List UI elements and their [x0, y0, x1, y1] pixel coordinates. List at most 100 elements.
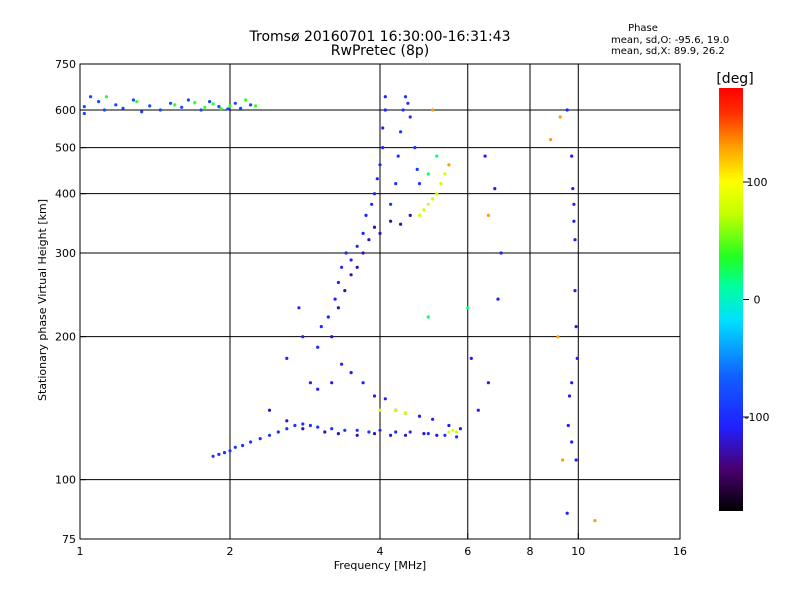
- data-point: [413, 146, 417, 150]
- data-point: [228, 104, 232, 108]
- data-point: [426, 432, 430, 436]
- data-point: [565, 108, 569, 112]
- data-point: [301, 335, 305, 339]
- phase-stats-x: mean, sd,X: 89.9, 26.2: [611, 46, 725, 57]
- data-point: [158, 108, 162, 112]
- data-point: [319, 325, 323, 329]
- data-point: [102, 108, 107, 112]
- data-point: [285, 419, 289, 423]
- data-point: [372, 192, 377, 196]
- data-point: [381, 126, 385, 130]
- data-point: [239, 106, 243, 110]
- data-point: [394, 408, 398, 412]
- data-point: [549, 138, 553, 142]
- data-point: [326, 315, 330, 319]
- data-point: [219, 107, 223, 111]
- data-point: [211, 102, 215, 106]
- data-point: [447, 163, 451, 167]
- data-point: [417, 414, 422, 418]
- colorbar-tick-label: 0: [754, 294, 761, 307]
- colorbar-tick-label: -100: [745, 411, 770, 424]
- data-point: [258, 437, 262, 441]
- data-point: [285, 356, 289, 360]
- data-point: [403, 433, 408, 437]
- data-point: [451, 428, 455, 432]
- data-point: [571, 187, 575, 191]
- data-point: [330, 335, 334, 339]
- data-point: [121, 106, 125, 110]
- colorbar-ticks: 100 0 -100: [743, 176, 769, 424]
- data-point: [180, 105, 184, 109]
- data-point: [403, 411, 408, 415]
- data-point: [364, 213, 368, 217]
- data-point: [422, 208, 426, 212]
- data-point: [372, 225, 377, 229]
- data-point: [435, 433, 439, 437]
- data-point: [565, 511, 569, 515]
- data-point: [249, 440, 253, 444]
- data-point: [570, 154, 574, 158]
- y-tick-label: 200: [55, 331, 76, 344]
- data-point: [443, 172, 447, 176]
- data-point: [486, 381, 490, 385]
- data-point: [330, 427, 334, 431]
- data-point: [349, 273, 353, 277]
- data-point: [394, 182, 398, 186]
- data-point: [308, 381, 312, 385]
- data-point: [340, 362, 344, 366]
- data-point: [496, 297, 500, 301]
- data-point: [199, 108, 203, 112]
- data-point: [285, 427, 289, 431]
- data-point: [233, 445, 237, 449]
- data-point: [378, 408, 382, 412]
- data-point: [426, 315, 430, 319]
- data-point: [573, 289, 577, 293]
- data-point: [417, 182, 422, 186]
- data-point: [244, 98, 248, 102]
- data-point: [372, 432, 377, 436]
- data-point: [135, 100, 139, 104]
- data-point: [228, 449, 232, 453]
- data-point: [389, 433, 393, 437]
- x-axis-label: Frequency [MHz]: [334, 559, 426, 572]
- data-point: [211, 454, 215, 458]
- data-point: [367, 430, 371, 434]
- y-tick-label: 600: [55, 104, 76, 117]
- data-point: [104, 95, 108, 99]
- data-point: [330, 381, 334, 385]
- data-point: [383, 108, 387, 112]
- data-point: [343, 428, 347, 432]
- data-point: [378, 231, 382, 235]
- data-point: [378, 163, 382, 167]
- data-point: [355, 428, 359, 432]
- data-point: [493, 187, 497, 191]
- data-point: [241, 443, 245, 448]
- data-point: [558, 115, 562, 119]
- data-point: [208, 100, 212, 104]
- data-point: [408, 430, 412, 434]
- data-point: [148, 104, 152, 108]
- data-point: [389, 202, 393, 206]
- data-point: [249, 103, 253, 107]
- data-point: [439, 182, 443, 186]
- data-point: [455, 430, 459, 434]
- data-point: [455, 435, 459, 439]
- data-point: [267, 408, 272, 412]
- grid: [80, 64, 680, 539]
- data-point: [355, 433, 359, 437]
- data-point: [499, 251, 503, 255]
- colorbar: [719, 88, 743, 511]
- data-point: [361, 251, 365, 255]
- data-point: [403, 95, 408, 99]
- colorbar-tick-label: 100: [747, 176, 768, 189]
- data-point: [372, 394, 377, 398]
- data-point: [383, 95, 387, 99]
- data-point: [355, 244, 359, 248]
- data-point: [574, 325, 578, 329]
- y-tick-label: 100: [55, 474, 76, 487]
- data-point: [447, 423, 451, 428]
- phase-heading: Phase: [628, 23, 658, 34]
- data-point: [408, 115, 412, 119]
- colorbar-label: [deg]: [716, 71, 753, 87]
- data-point: [575, 356, 579, 360]
